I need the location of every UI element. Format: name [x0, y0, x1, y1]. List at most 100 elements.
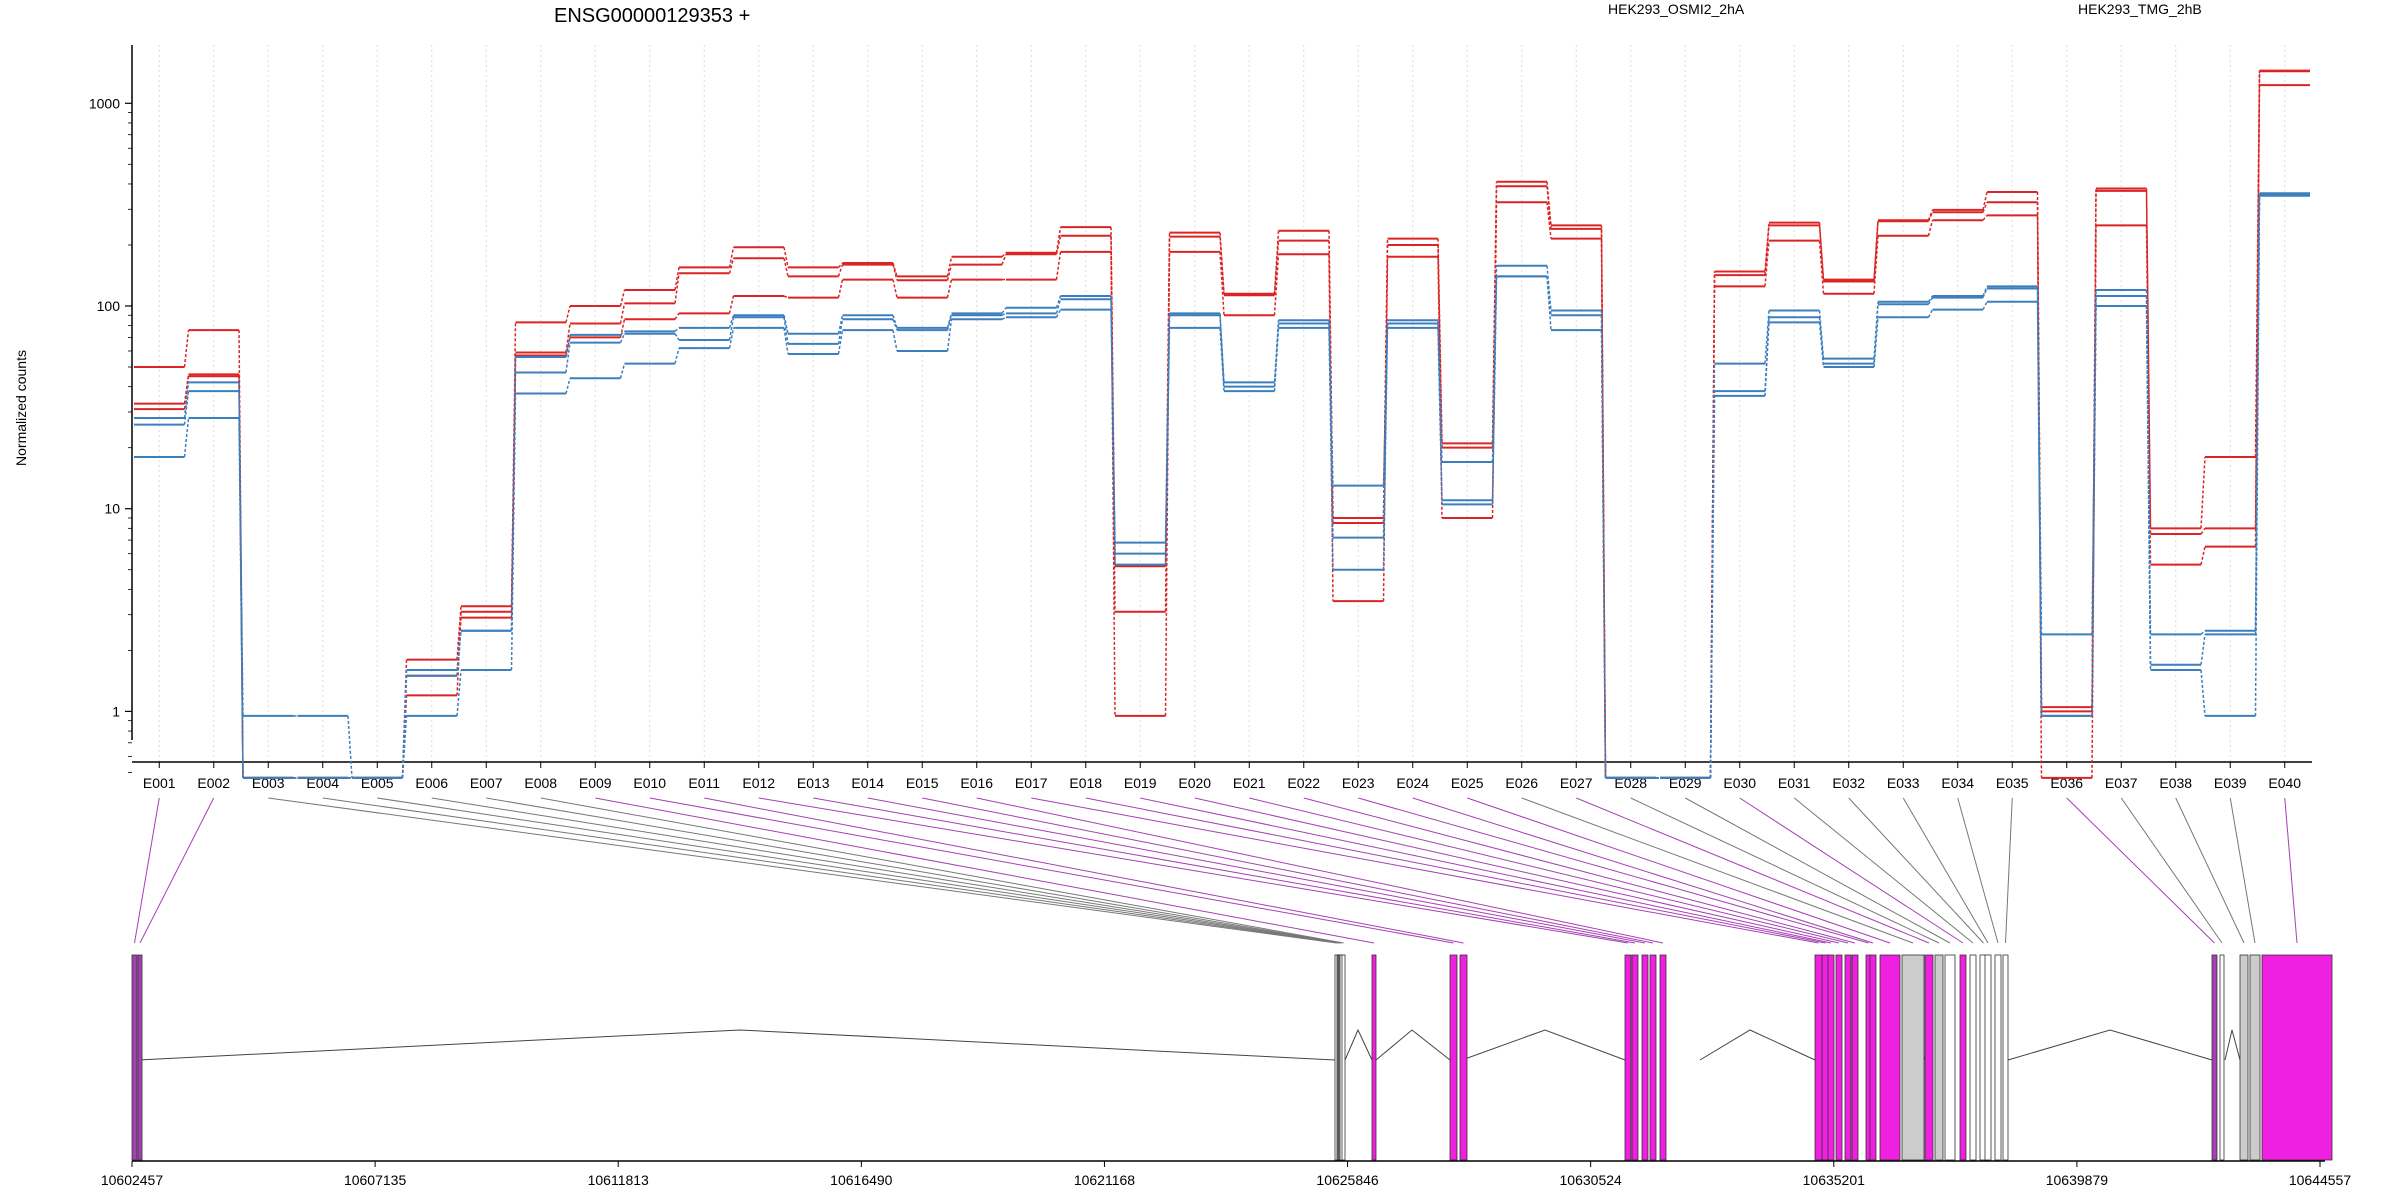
series-step — [2200, 634, 2206, 665]
exon-connector — [1521, 797, 1914, 944]
grid-lines — [158, 45, 2286, 762]
exon-block — [2211, 954, 2218, 1161]
exon-block — [1959, 954, 1967, 1161]
series-step — [1328, 320, 1334, 486]
series-step — [783, 317, 789, 345]
series-group — [134, 192, 2310, 779]
intron-line — [1699, 1029, 1816, 1061]
series-step — [1982, 288, 1988, 298]
series-step — [1219, 315, 1225, 387]
series-step — [510, 393, 517, 671]
intron-line — [137, 1029, 1336, 1061]
series-step — [2254, 194, 2261, 635]
gene-axis-tick-label: 10635201 — [1803, 1172, 1866, 1188]
series-step — [1055, 227, 1062, 253]
exon-connector — [1902, 797, 1989, 944]
exon-connector — [2284, 797, 2298, 944]
exon-connector — [1085, 797, 1826, 944]
x-tick-label: E003 — [252, 775, 285, 791]
series-step — [728, 327, 735, 349]
exon-block — [1924, 954, 1934, 1161]
series-step — [946, 264, 953, 281]
series-step — [837, 315, 844, 334]
series-step — [946, 279, 953, 298]
gene-axis-tick-label: 10644557 — [2289, 1172, 2352, 1188]
series-step — [1764, 225, 1770, 276]
axes: 1 10 100 1000 E001 E002 E003 E004 E005 E006 E007 E0… — [89, 45, 2312, 791]
series-step — [1818, 222, 1825, 280]
series-step — [1927, 220, 1934, 236]
x-tick-label: E007 — [470, 775, 503, 791]
exon-connector — [2120, 797, 2223, 944]
exon-connector — [1358, 797, 1869, 944]
series-step — [2200, 456, 2206, 529]
series-group — [134, 69, 2310, 779]
series-step — [1273, 240, 1280, 296]
exon-block — [2261, 954, 2333, 1161]
exon-connector — [1957, 797, 1999, 944]
exon-block — [1624, 954, 1632, 1161]
series-step — [1055, 309, 1062, 318]
series-step — [619, 303, 626, 324]
exon-connector — [1576, 797, 1930, 944]
exon-connector — [377, 797, 1340, 944]
y-tick-label: 100 — [97, 298, 121, 314]
series-step — [674, 327, 680, 332]
series-step — [1219, 251, 1225, 316]
series-step — [1546, 202, 1552, 239]
series-step — [1001, 312, 1007, 316]
series-step — [456, 669, 462, 716]
series-lines — [134, 69, 2310, 779]
exon-connector — [1140, 797, 1832, 944]
series-step — [1273, 327, 1280, 392]
series-step — [1437, 244, 1443, 448]
series-step — [1927, 297, 1934, 305]
series-step — [1600, 310, 1607, 778]
exon-connector — [2175, 797, 2245, 944]
series-step — [1982, 301, 1988, 310]
exon-block — [1827, 954, 1835, 1161]
x-tick-label: E035 — [1996, 775, 2029, 791]
y-tick-label: 10 — [104, 501, 120, 517]
x-tick-label: E008 — [524, 775, 557, 791]
series-step — [892, 279, 898, 298]
series-step — [946, 313, 953, 329]
exon-connector — [1467, 797, 1891, 944]
series-step — [2091, 289, 2097, 635]
exon-connector — [758, 797, 1629, 944]
series-step — [456, 630, 462, 676]
exon-block — [2219, 954, 2225, 1161]
series-step — [2254, 85, 2261, 547]
series-step — [456, 617, 462, 696]
exon-connector — [1412, 797, 1874, 944]
series-step — [565, 334, 571, 358]
exon-block — [2249, 954, 2261, 1161]
series-step — [619, 363, 626, 379]
x-tick-label: E016 — [960, 775, 993, 791]
series-step — [1001, 252, 1007, 258]
series-step — [1818, 225, 1825, 282]
exon-connector — [1793, 797, 1974, 944]
chart-title: ENSG00000129353 + — [554, 5, 750, 27]
series-step — [2145, 225, 2152, 565]
exon-block — [1459, 954, 1468, 1161]
gene-axis-tick-label: 10607135 — [344, 1172, 407, 1188]
series-step — [1873, 221, 1879, 282]
series-step — [837, 264, 844, 277]
series-step — [1164, 327, 1171, 565]
exon-connectors — [134, 797, 2298, 944]
series-step — [2200, 527, 2206, 535]
series-step — [1764, 310, 1770, 364]
exon-block — [1901, 954, 1925, 1161]
series-step — [728, 258, 735, 274]
gene-axis-tick-label: 10639879 — [2046, 1172, 2109, 1188]
series-step — [946, 315, 953, 331]
exon-block — [1835, 954, 1843, 1161]
series-step — [510, 372, 517, 631]
series-step — [892, 315, 898, 329]
exon-block — [1969, 954, 1977, 1161]
series-step — [1873, 317, 1879, 368]
series-step — [2145, 305, 2152, 671]
series-step — [510, 355, 517, 618]
series-step — [1709, 391, 1716, 778]
